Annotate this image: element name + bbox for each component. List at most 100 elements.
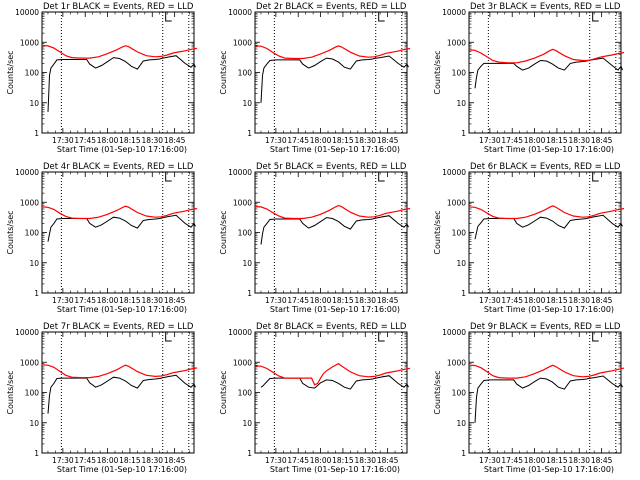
x-tick-label: 18:15 — [119, 456, 141, 465]
y-tick-label: 1000 — [233, 358, 252, 367]
x-axis-label: Start Time (01-Sep-10 17:16:00) — [484, 305, 614, 314]
events-series-line — [474, 57, 623, 89]
x-tick-label: 18:45 — [164, 456, 186, 465]
flag-marker — [378, 332, 385, 342]
y-axis-label: Counts/sec — [433, 370, 442, 414]
x-axis-label: Start Time (01-Sep-10 17:16:00) — [484, 145, 614, 154]
x-tick-label: 17:45 — [74, 456, 96, 465]
y-tick-label: 100 — [452, 69, 467, 78]
y-tick-label: 1000 — [20, 358, 39, 367]
detector-panel-1: Det 1r BLACK = Events, RED = LLD 1 10 100 10… — [6, 2, 198, 154]
y-tick-label: 1000 — [447, 358, 466, 367]
y-tick-label: 1000 — [233, 198, 252, 207]
flag-marker — [378, 12, 385, 22]
x-tick-label: 18:45 — [164, 296, 186, 305]
events-series-line — [47, 55, 196, 112]
y-tick-label: 1000 — [20, 38, 39, 47]
detector-panel-4: Det 4r BLACK = Events, RED = LLD 1 10 100 10… — [6, 162, 198, 314]
x-axis-label: Start Time (01-Sep-10 17:16:00) — [57, 145, 187, 154]
flag-marker — [165, 172, 172, 182]
plot-frame — [254, 331, 408, 454]
x-tick-label: 18:45 — [164, 136, 186, 145]
y-axis-label: Counts/sec — [6, 210, 15, 254]
plot-frame — [468, 331, 622, 454]
events-series-line — [260, 55, 409, 103]
y-tick-label: 10000 — [442, 8, 466, 17]
y-tick-label: 100 — [238, 389, 253, 398]
panel-title: Det 3r BLACK = Events, RED = LLD — [470, 2, 621, 12]
y-tick-label: 10000 — [15, 168, 39, 177]
x-axis-label: Start Time (01-Sep-10 17:16:00) — [270, 145, 400, 154]
x-tick-label: 18:15 — [546, 456, 568, 465]
flag-marker — [165, 332, 172, 342]
y-tick-label: 100 — [238, 69, 253, 78]
y-tick-label: 10 — [29, 419, 39, 428]
detector-panel-7: Det 7r BLACK = Events, RED = LLD 1 10 100 10… — [6, 322, 198, 474]
x-tick-label: 18:30 — [141, 456, 163, 465]
x-axis-label: Start Time (01-Sep-10 17:16:00) — [57, 465, 187, 474]
panel-title: Det 1r BLACK = Events, RED = LLD — [43, 2, 194, 12]
detector-panel-9: Det 9r BLACK = Events, RED = LLD 1 10 100 10… — [433, 322, 625, 474]
y-tick-label: 1 — [461, 289, 466, 298]
lld-series-line — [41, 44, 198, 59]
lld-series-line — [254, 45, 411, 60]
y-tick-label: 1 — [247, 289, 252, 298]
x-axis-label: Start Time (01-Sep-10 17:16:00) — [57, 305, 187, 314]
x-tick-label: 18:00 — [310, 296, 332, 305]
x-tick-label: 18:30 — [354, 456, 376, 465]
y-tick-label: 1000 — [447, 38, 466, 47]
plot-frame — [41, 171, 195, 294]
plot-frame — [254, 11, 408, 134]
panel-title: Det 4r BLACK = Events, RED = LLD — [43, 162, 194, 172]
x-tick-label: 18:45 — [591, 296, 613, 305]
y-axis-label: Counts/sec — [6, 370, 15, 414]
x-tick-label: 17:45 — [287, 136, 309, 145]
x-tick-label: 18:30 — [141, 296, 163, 305]
panel-title: Det 5r BLACK = Events, RED = LLD — [256, 162, 407, 172]
x-tick-label: 17:45 — [74, 296, 96, 305]
x-tick-label: 18:15 — [546, 296, 568, 305]
detector-panel-8: Det 8r BLACK = Events, RED = LLD 1 10 100 10… — [219, 322, 411, 474]
x-tick-label: 18:00 — [310, 456, 332, 465]
x-tick-label: 18:00 — [97, 296, 119, 305]
y-tick-label: 1 — [34, 289, 39, 298]
x-tick-label: 18:15 — [119, 296, 141, 305]
x-tick-label: 17:30 — [52, 456, 74, 465]
events-series-line — [474, 214, 623, 240]
y-tick-label: 10 — [242, 99, 252, 108]
y-tick-label: 10000 — [228, 8, 252, 17]
x-tick-label: 18:30 — [568, 296, 590, 305]
plot-frame — [41, 331, 195, 454]
events-series-line — [474, 375, 623, 423]
panel-title: Det 9r BLACK = Events, RED = LLD — [470, 322, 621, 332]
x-tick-label: 17:30 — [265, 456, 287, 465]
lld-series-line — [41, 364, 198, 379]
y-axis-label: Counts/sec — [433, 50, 442, 94]
y-tick-label: 10 — [242, 419, 252, 428]
detector-panel-5: Det 5r BLACK = Events, RED = LLD 1 10 100 10… — [219, 162, 411, 314]
y-tick-label: 1000 — [20, 198, 39, 207]
lld-series-line — [41, 205, 198, 220]
x-tick-label: 18:15 — [332, 136, 354, 145]
y-axis-label: Counts/sec — [219, 50, 228, 94]
y-tick-label: 10000 — [228, 168, 252, 177]
y-tick-label: 10 — [456, 419, 466, 428]
plot-frame — [468, 171, 622, 294]
x-tick-label: 18:45 — [377, 136, 399, 145]
y-tick-label: 1 — [247, 129, 252, 138]
x-tick-label: 17:45 — [501, 136, 523, 145]
y-tick-label: 100 — [25, 229, 40, 238]
plot-frame — [254, 171, 408, 294]
lld-series-line — [254, 204, 411, 220]
x-tick-label: 18:30 — [568, 456, 590, 465]
y-tick-label: 10 — [456, 99, 466, 108]
events-series-line — [47, 214, 196, 242]
x-tick-label: 18:15 — [332, 296, 354, 305]
plot-frame — [468, 11, 622, 134]
events-series-line — [260, 215, 409, 245]
y-tick-label: 1 — [461, 129, 466, 138]
x-tick-label: 18:45 — [377, 296, 399, 305]
x-tick-label: 18:45 — [591, 136, 613, 145]
panel-title: Det 6r BLACK = Events, RED = LLD — [470, 162, 621, 172]
x-tick-label: 18:30 — [141, 136, 163, 145]
